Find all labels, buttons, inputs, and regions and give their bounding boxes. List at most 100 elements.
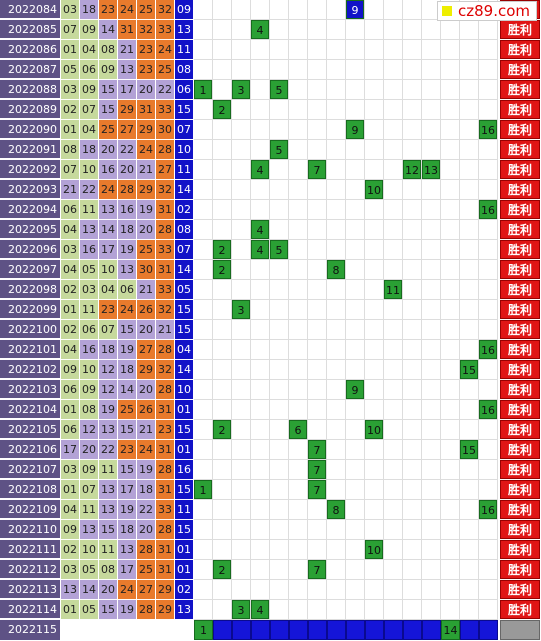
red-ball: 28: [156, 340, 174, 359]
mark-cell: 12: [403, 160, 421, 179]
red-ball: 31: [156, 260, 174, 279]
win-tag: 胜利: [499, 579, 541, 600]
red-ball: 15: [99, 100, 117, 119]
red-ball: 15: [99, 80, 117, 99]
blue-ball: 10: [175, 380, 193, 399]
blue-ball: 14: [175, 180, 193, 199]
red-ball: 19: [118, 600, 136, 619]
red-ball: 09: [80, 380, 98, 399]
win-tag: 胜利: [499, 279, 541, 300]
red-ball: 03: [61, 80, 79, 99]
issue: 2022090: [0, 120, 60, 139]
blue-ball: 15: [175, 480, 193, 499]
red-ball: 01: [61, 600, 79, 619]
mark-cell: 13: [422, 160, 440, 179]
mark-cell: 16: [479, 340, 497, 359]
issue: 2022095: [0, 220, 60, 239]
blue-ball: 07: [175, 240, 193, 259]
red-ball: 02: [61, 280, 79, 299]
red-ball: 13: [99, 420, 117, 439]
red-ball: 21: [137, 420, 155, 439]
win-tag: 胜利: [499, 599, 541, 620]
mark-cell: 10: [365, 540, 383, 559]
red-ball: 15: [99, 600, 117, 619]
win-tag: 胜利: [499, 99, 541, 120]
red-ball: 28: [156, 220, 174, 239]
issue: 2022086: [0, 40, 60, 59]
red-ball: 31: [156, 540, 174, 559]
issue: 2022085: [0, 20, 60, 39]
blue-cell: [213, 620, 232, 640]
grid-row: [194, 420, 498, 440]
red-ball: 15: [118, 420, 136, 439]
red-ball: 07: [99, 320, 117, 339]
red-ball: 26: [137, 300, 155, 319]
issue: 2022115: [0, 620, 60, 640]
mark-cell: 4: [251, 220, 269, 239]
mark-cell: 9: [346, 120, 364, 139]
red-ball: 02: [61, 320, 79, 339]
red-ball: 11: [99, 460, 117, 479]
red-ball: 29: [156, 580, 174, 599]
red-ball: 02: [61, 540, 79, 559]
red-ball: 20: [137, 520, 155, 539]
grid-row: [194, 200, 498, 220]
blue-ball: 01: [175, 540, 193, 559]
win-tag: 胜利: [499, 39, 541, 60]
red-ball: 15: [99, 520, 117, 539]
mark-cell: 16: [479, 500, 497, 519]
issue: 2022094: [0, 200, 60, 219]
mark-cell: 2: [213, 100, 231, 119]
red-ball: 25: [137, 0, 155, 19]
mark-cell: 7: [308, 480, 326, 499]
blue-ball: 05: [175, 280, 193, 299]
red-ball: 20: [99, 580, 117, 599]
issue: 2022098: [0, 280, 60, 299]
mark-cell: 4: [251, 240, 269, 259]
logo-text: cz89.com: [458, 2, 531, 20]
red-ball: 10: [99, 260, 117, 279]
win-tag: 胜利: [499, 139, 541, 160]
grid-row: [194, 360, 498, 380]
red-ball: 03: [61, 460, 79, 479]
blue-ball: 08: [175, 60, 193, 79]
mark-cell: 16: [479, 120, 497, 139]
issue: 2022114: [0, 600, 60, 619]
issue: 2022087: [0, 60, 60, 79]
red-ball: 23: [118, 440, 136, 459]
red-ball: 11: [99, 540, 117, 559]
red-ball: 12: [99, 380, 117, 399]
blue-ball: 06: [175, 80, 193, 99]
red-ball: 13: [99, 480, 117, 499]
red-ball: 20: [80, 440, 98, 459]
win-tag: 胜利: [499, 359, 541, 380]
blue-ball: 02: [175, 200, 193, 219]
issue: 2022093: [0, 180, 60, 199]
red-ball: 33: [156, 20, 174, 39]
red-ball: 01: [61, 480, 79, 499]
red-ball: 19: [118, 240, 136, 259]
red-ball: 13: [80, 520, 98, 539]
grid-row: [194, 20, 498, 40]
red-ball: 06: [80, 320, 98, 339]
red-ball: 24: [118, 300, 136, 319]
win-tag: 胜利: [499, 379, 541, 400]
win-tag: 胜利: [499, 499, 541, 520]
blue-ball: 04: [175, 340, 193, 359]
blue-cell: [422, 620, 441, 640]
red-ball: 24: [137, 140, 155, 159]
red-ball: 05: [80, 600, 98, 619]
red-ball: 07: [80, 480, 98, 499]
issue: 2022107: [0, 460, 60, 479]
grid-row: [194, 460, 498, 480]
blue-cell: [289, 620, 308, 640]
grid-row: [194, 480, 498, 500]
mark-cell: 14: [441, 620, 460, 640]
blue-cell: [346, 620, 365, 640]
grid-row: [194, 500, 498, 520]
red-ball: 08: [61, 140, 79, 159]
issue: 2022110: [0, 520, 60, 539]
blue-ball: 08: [175, 220, 193, 239]
issue: 2022112: [0, 560, 60, 579]
red-ball: 20: [137, 220, 155, 239]
